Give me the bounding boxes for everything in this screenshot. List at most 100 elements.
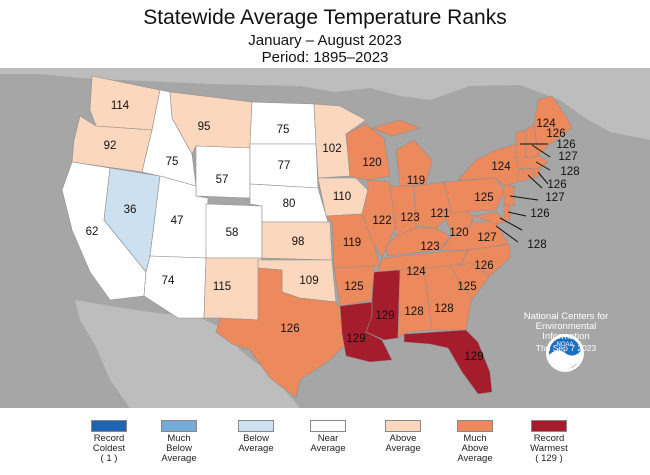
- rank-WY: 57: [216, 174, 229, 186]
- leader-NJ: [509, 195, 539, 201]
- legend-swatch: [238, 420, 274, 432]
- rank-MT: 95: [198, 121, 211, 133]
- rank-IN: 123: [400, 212, 419, 224]
- legend-swatch: [161, 420, 197, 432]
- legend-label: Much Below Average: [161, 433, 197, 464]
- rank-RI: 128: [560, 166, 579, 178]
- state-OH: [413, 181, 453, 229]
- legend-item-record-coldest: Record Coldest ( 1 ): [74, 420, 144, 464]
- rank-CA: 62: [86, 226, 99, 238]
- leader-RI: [537, 171, 549, 185]
- legend-label: Record Warmest ( 129 ): [530, 433, 568, 464]
- state-DE: [503, 203, 511, 221]
- rank-NE: 80: [283, 198, 296, 210]
- leader-CT: [527, 174, 543, 189]
- rank-AZ: 74: [162, 275, 175, 287]
- rank-PA: 125: [474, 192, 493, 204]
- rank-OK: 109: [299, 275, 318, 287]
- rank-IA: 110: [333, 191, 351, 203]
- state-ND: [249, 101, 317, 145]
- rank-labels: 114 92 62 36 75 95 57 47 74 58 115 75 77…: [86, 100, 580, 363]
- state-KY: [385, 227, 451, 257]
- rank-IL: 122: [372, 215, 391, 227]
- leader-VA-line: [495, 225, 519, 243]
- rank-NJ: 127: [545, 192, 564, 204]
- state-TX: [215, 267, 347, 399]
- rank-MD: 128: [527, 239, 546, 251]
- canada-land: [0, 68, 650, 140]
- credit-line-2: Environmental: [535, 321, 597, 332]
- state-MD: [472, 211, 507, 225]
- rank-CO: 58: [226, 227, 239, 239]
- rank-VA: 127: [477, 232, 496, 244]
- legend-item-near: Near Average: [293, 420, 363, 454]
- legend-label: Near Average: [310, 433, 346, 454]
- rank-OR: 92: [104, 140, 117, 152]
- credit-line-3: Information: [542, 331, 590, 342]
- rank-ME: 124: [536, 118, 556, 130]
- legend-swatch: [310, 420, 346, 432]
- rank-NC: 126: [474, 260, 493, 272]
- map-panel: 114 92 62 36 75 95 57 47 74 58 115 75 77…: [0, 68, 650, 408]
- state-CT: [517, 167, 535, 183]
- legend: Record Coldest ( 1 ) Much Below Average …: [0, 420, 650, 475]
- rank-MS: 129: [375, 310, 394, 322]
- state-AL: [397, 267, 433, 339]
- state-NJ: [503, 183, 515, 207]
- rank-WV: 120: [449, 227, 468, 239]
- credit-line-1: National Centers for: [523, 311, 609, 322]
- rank-KY: 123: [420, 241, 439, 253]
- leader-DE: [507, 211, 527, 217]
- state-ME: [533, 95, 573, 157]
- map-title: Statewide Average Temperature Ranks: [143, 6, 507, 29]
- mexico-land: [75, 300, 300, 408]
- legend-label: Record Coldest ( 1 ): [92, 433, 126, 464]
- rank-MI: 119: [407, 175, 425, 187]
- credit-date: Thu Sep 7 2023: [535, 343, 597, 353]
- rank-GA: 128: [434, 303, 453, 315]
- leader-MA: [535, 161, 551, 171]
- rank-SD: 77: [278, 160, 291, 172]
- rank-FL: 129: [464, 351, 483, 363]
- legend-item-much-below: Much Below Average: [144, 420, 214, 464]
- state-WI: [345, 123, 391, 181]
- rank-OH: 121: [430, 208, 449, 220]
- legend-item-below: Below Average: [221, 420, 291, 454]
- leader-MD: [499, 217, 523, 231]
- us-map: 114 92 62 36 75 95 57 47 74 58 115 75 77…: [0, 68, 650, 408]
- noaa-logo-icon: NOAA: [546, 334, 584, 372]
- gulf-water: [300, 360, 460, 408]
- rank-MO: 119: [343, 237, 361, 249]
- state-WY: [195, 145, 251, 199]
- rank-LA: 129: [346, 333, 365, 345]
- legend-item-record-warmest: Record Warmest ( 129 ): [514, 420, 584, 464]
- svg-text:NOAA: NOAA: [556, 342, 573, 348]
- legend-swatch: [385, 420, 421, 432]
- state-MI: [371, 119, 433, 187]
- state-FL: [403, 329, 493, 395]
- rank-NY: 124: [491, 161, 511, 173]
- rank-NM: 115: [213, 281, 231, 293]
- rank-WA: 114: [111, 100, 130, 112]
- legend-swatch: [531, 420, 567, 432]
- rank-ND: 75: [277, 124, 290, 136]
- rank-KS: 98: [292, 236, 305, 248]
- rank-MN: 102: [322, 143, 341, 155]
- rank-AR: 125: [344, 281, 363, 293]
- rank-UT: 47: [171, 215, 184, 227]
- rank-WI: 120: [362, 157, 381, 169]
- legend-swatch: [91, 420, 127, 432]
- legend-item-above: Above Average: [368, 420, 438, 454]
- legend-item-much-above: Much Above Average: [440, 420, 510, 464]
- rank-MA: 127: [558, 151, 577, 163]
- map-subtitle-baseline: Period: 1895–2023: [261, 49, 389, 66]
- legend-swatch: [457, 420, 493, 432]
- rank-ID: 75: [166, 156, 179, 168]
- rank-TN: 124: [406, 266, 426, 278]
- rank-CT: 126: [547, 179, 566, 191]
- map-subtitle-period: January – August 2023: [248, 32, 402, 49]
- rank-VT: 126: [546, 128, 565, 140]
- leader-NH: [531, 144, 551, 158]
- state-AZ: [143, 255, 207, 319]
- rank-TX: 126: [280, 323, 299, 335]
